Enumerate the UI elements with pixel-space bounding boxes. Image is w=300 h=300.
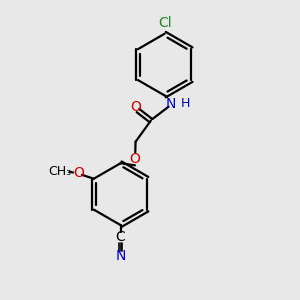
Text: N: N — [116, 249, 126, 263]
Text: C: C — [116, 230, 125, 244]
Text: N: N — [166, 97, 176, 111]
Text: Cl: Cl — [158, 16, 172, 30]
Text: O: O — [73, 167, 84, 180]
Text: O: O — [130, 100, 141, 114]
Text: H: H — [181, 97, 190, 110]
Text: CH₃: CH₃ — [49, 165, 72, 178]
Text: O: O — [130, 152, 140, 166]
